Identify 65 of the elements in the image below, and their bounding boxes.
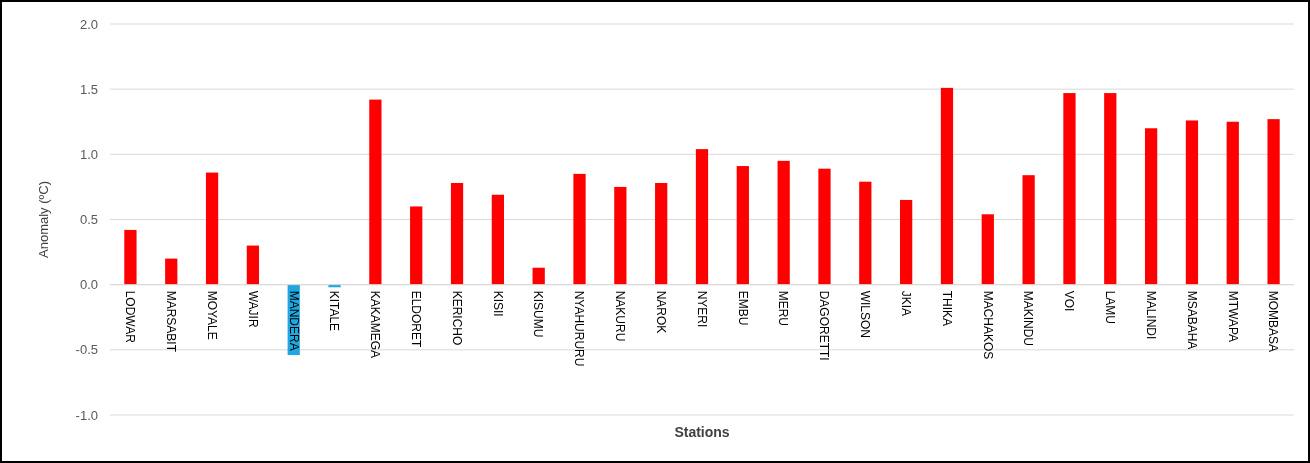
bar	[246, 245, 260, 285]
bar	[1144, 128, 1158, 285]
bar	[532, 267, 545, 285]
bar	[573, 173, 586, 285]
x-tick-label: MSABAHA	[1184, 290, 1199, 350]
bar	[450, 183, 464, 285]
x-tick-label: MERU	[776, 290, 791, 327]
x-tick-label: MANDERA	[286, 290, 301, 351]
bar	[736, 166, 749, 285]
bar	[1022, 175, 1035, 285]
x-tick-label: WAJIR	[245, 290, 260, 328]
bar	[900, 199, 913, 285]
y-tick-label: 1.5	[79, 81, 98, 97]
bar	[1185, 120, 1199, 285]
x-tick-label: LODWAR	[123, 290, 138, 344]
bar	[818, 168, 831, 285]
y-axis-title: Anomaly (ºC)	[36, 181, 51, 258]
x-tick-label: NYAHURURU	[572, 290, 587, 367]
bar	[1104, 93, 1117, 285]
x-tick-label: KITALE	[327, 290, 342, 332]
x-tick-label: LAMU	[1103, 290, 1118, 325]
x-tick-label: MARSABIT	[164, 290, 179, 353]
bar	[695, 149, 709, 285]
x-tick-label: MAKINDU	[1021, 290, 1036, 347]
bar	[491, 194, 504, 285]
x-tick-label: VOI	[1062, 290, 1077, 312]
bar	[124, 229, 137, 285]
x-tick-label: MALINDI	[1143, 290, 1158, 340]
bar	[859, 181, 872, 285]
bar	[614, 186, 627, 285]
x-tick-label: DAGORETTI	[817, 290, 832, 361]
bar	[165, 258, 178, 285]
x-tick-label: KAKAMEGA	[368, 290, 383, 359]
bar	[1226, 121, 1239, 285]
y-tick-label: 0.5	[79, 212, 98, 228]
x-tick-label: WILSON	[858, 290, 873, 339]
bar	[1267, 119, 1280, 285]
bar	[369, 99, 382, 285]
x-tick-label: KERICHO	[449, 290, 464, 346]
bar	[1063, 93, 1076, 285]
y-tick-label: 1.0	[79, 146, 98, 162]
x-tick-label: MACHAKOS	[980, 290, 995, 360]
bar	[205, 172, 219, 285]
bar	[655, 183, 668, 285]
x-tick-label: JKIA	[898, 290, 913, 317]
bar	[940, 87, 954, 285]
x-tick-label: THIKA	[939, 290, 954, 327]
x-tick-label: NYERI	[694, 290, 709, 328]
x-tick-label: KISII	[490, 290, 505, 317]
y-tick-label: 0.0	[79, 277, 98, 293]
x-tick-label: EMBU	[735, 290, 750, 326]
bar	[410, 206, 423, 285]
y-tick-label: -1.0	[75, 407, 98, 423]
x-tick-label: NAKURU	[613, 290, 628, 342]
x-tick-label: ELDORET	[409, 290, 424, 349]
x-tick-label: MTWAPA	[1225, 290, 1240, 342]
y-tick-label: -0.5	[75, 342, 98, 358]
x-tick-label: KISUMU	[531, 290, 546, 338]
y-tick-label: 2.0	[79, 16, 98, 32]
x-tick-label: NAROK	[653, 290, 668, 334]
bar	[981, 214, 994, 285]
x-tick-label: MOYALE	[204, 290, 219, 340]
x-axis-title: Stations	[674, 424, 730, 440]
bar	[777, 160, 790, 285]
x-tick-label: MOMBASA	[1266, 290, 1281, 353]
